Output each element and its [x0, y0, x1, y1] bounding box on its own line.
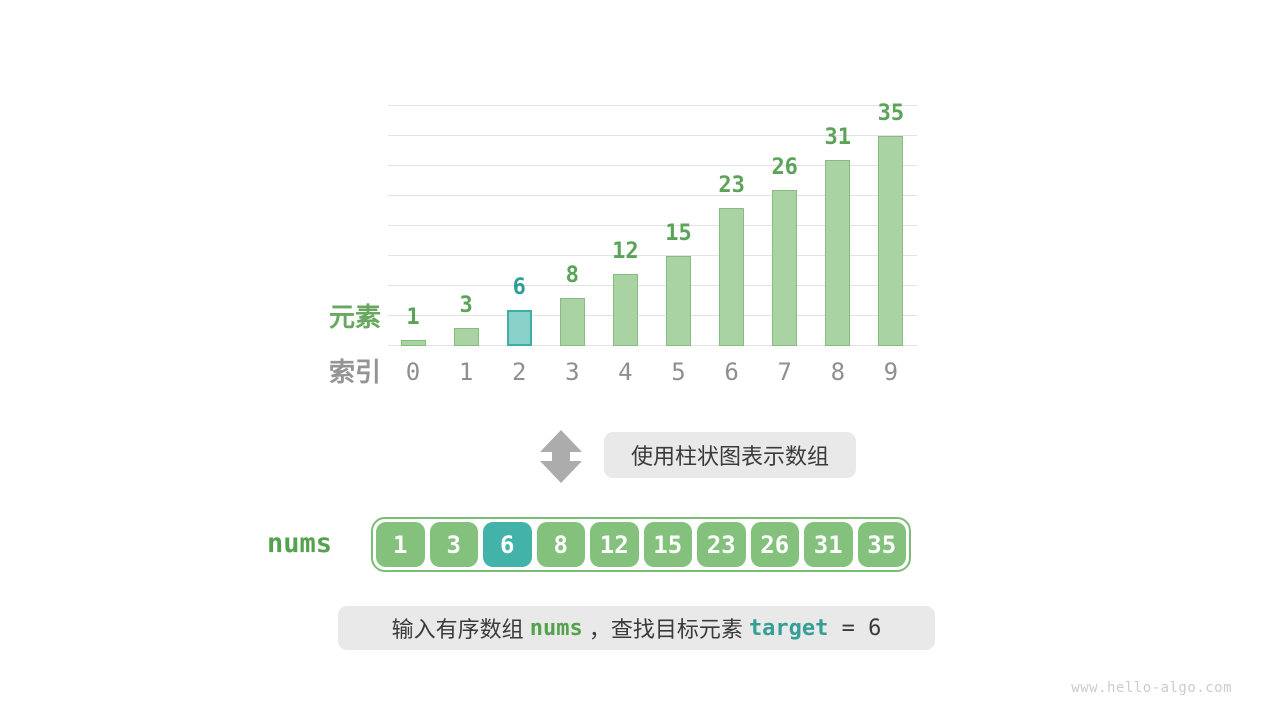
array-cell: 23 — [697, 522, 746, 567]
bar-value-label: 23 — [718, 173, 745, 198]
gridline — [388, 285, 917, 286]
bar — [825, 160, 851, 346]
statement-text-part: 输入有序数组 — [391, 617, 530, 642]
bar-value-label: 12 — [612, 239, 639, 264]
index-row: 0 1 2 3 4 5 6 7 8 9 — [388, 360, 917, 386]
caption-text: 使用柱状图表示数组 — [630, 444, 829, 469]
statement-text-part: target — [748, 615, 829, 641]
array-cell-highlighted: 6 — [483, 522, 532, 567]
array-cell: 35 — [857, 522, 906, 567]
index-label: 0 — [405, 358, 421, 386]
index-label: 2 — [511, 358, 527, 386]
watermark: www.hello-algo.com — [1071, 680, 1232, 696]
index-label: 7 — [777, 358, 792, 386]
bar-value-label: 15 — [665, 221, 692, 246]
gridline — [388, 315, 917, 316]
gridline — [388, 105, 917, 106]
index-label: 5 — [671, 358, 686, 386]
array-cell: 12 — [590, 522, 639, 567]
element-axis-label: 元素 — [329, 302, 382, 332]
index-label: 9 — [883, 358, 899, 386]
gridline — [388, 135, 917, 136]
bar-value-label: 6 — [512, 275, 526, 300]
bar — [453, 328, 479, 346]
gridline — [388, 195, 917, 196]
gridline — [388, 255, 917, 256]
array-cell: 1 — [376, 522, 425, 567]
index-label: 6 — [724, 358, 739, 386]
bar-value-label: 1 — [406, 305, 420, 330]
index-label: 4 — [618, 358, 633, 386]
gridline — [388, 165, 917, 166]
gridline — [388, 225, 917, 226]
index-axis-label: 索引 — [329, 357, 382, 387]
bar — [612, 274, 638, 346]
statement-box: 输入有序数组 nums ，查找目标元素 target = 6 — [338, 606, 935, 650]
bar-value-label: 8 — [565, 263, 579, 288]
bar — [666, 256, 691, 346]
bar-highlighted — [506, 310, 532, 346]
array-cell: 15 — [643, 522, 692, 567]
array-cell: 8 — [536, 522, 585, 567]
caption-box: 使用柱状图表示数组 — [604, 432, 856, 478]
up-down-arrow-icon — [540, 430, 582, 483]
bar-value-label: 31 — [824, 125, 852, 150]
statement-text-part: ，查找目标元素 — [582, 617, 749, 642]
bar — [400, 340, 426, 346]
array-cell: 31 — [804, 522, 853, 567]
array-name-label: nums — [267, 528, 333, 559]
statement-text-part: = 6 — [828, 615, 882, 641]
index-label: 1 — [458, 358, 474, 386]
bar-value-label: 35 — [877, 101, 905, 126]
bar-value-label: 26 — [771, 155, 798, 180]
index-label: 8 — [830, 358, 846, 386]
bar — [772, 190, 798, 346]
bar-chart-plot: 1 3 6 8 12 15 23 26 31 35 — [388, 101, 917, 346]
gridline — [388, 345, 917, 346]
bar — [719, 208, 745, 346]
statement-text-part: nums — [529, 615, 583, 641]
array-cell: 26 — [750, 522, 799, 567]
bar — [878, 136, 904, 346]
nums-array: 1 3 6 8 12 15 23 26 31 35 — [371, 517, 911, 572]
array-cell: 3 — [429, 522, 478, 567]
index-label: 3 — [565, 358, 580, 386]
bar-value-label: 3 — [459, 293, 473, 318]
bar — [559, 298, 585, 346]
